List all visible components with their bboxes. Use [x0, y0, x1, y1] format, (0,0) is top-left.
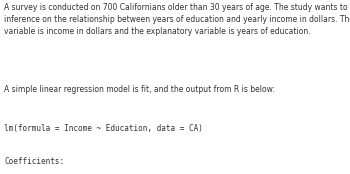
Text: Coefficients:: Coefficients: — [4, 157, 64, 166]
Text: A simple linear regression model is fit, and the output from R is below:: A simple linear regression model is fit,… — [4, 85, 275, 94]
Text: A survey is conducted on 700 Californians older than 30 years of age. The study : A survey is conducted on 700 Californian… — [4, 3, 350, 36]
Text: lm(formula = Income ~ Education, data = CA): lm(formula = Income ~ Education, data = … — [4, 124, 203, 133]
